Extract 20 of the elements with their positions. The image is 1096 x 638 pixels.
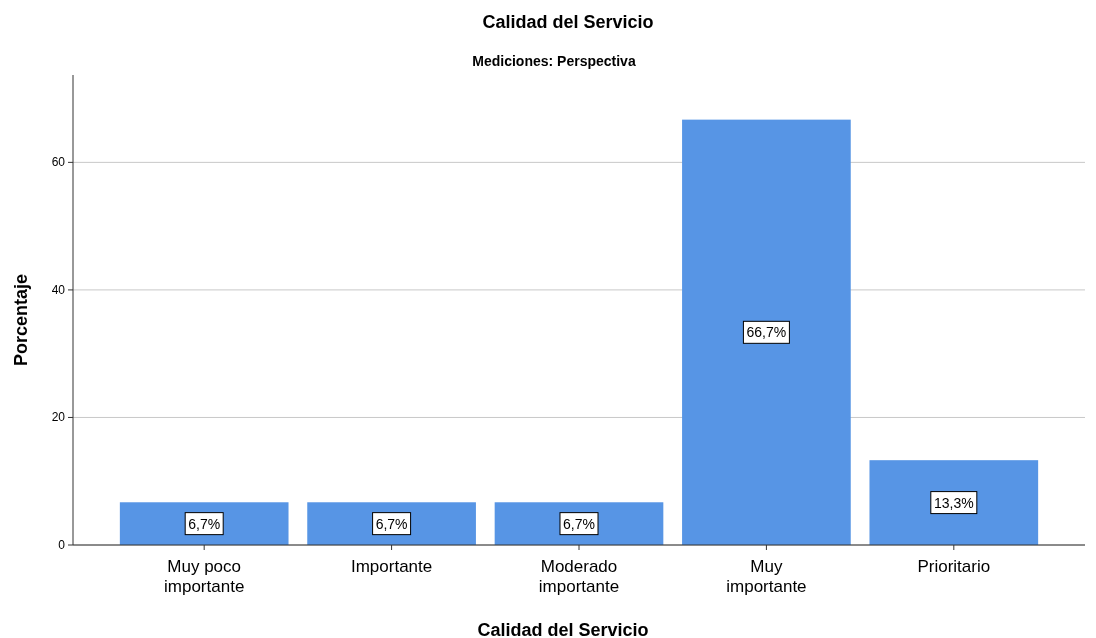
x-tick-label: Muy poco importante	[164, 557, 245, 596]
y-tick-label: 0	[58, 538, 66, 552]
y-tick-label: 60	[51, 155, 66, 170]
chart-title: Calidad del Servicio	[482, 12, 654, 32]
x-axis-title: Calidad del Servicio	[477, 620, 649, 638]
chart-subtitle: Mediciones: Perspectiva	[472, 53, 636, 69]
y-tick-label: 40	[51, 282, 66, 297]
bar	[682, 119, 851, 545]
data-label: 6,7%	[188, 515, 221, 532]
data-label: 6,7%	[563, 515, 595, 532]
y-axis-title: Porcentaje	[11, 273, 31, 367]
x-tick-label: Prioritario	[917, 557, 991, 576]
x-tick-label: Muy importante	[726, 557, 807, 596]
data-label: 6,7%	[375, 515, 408, 532]
data-label: 66,7%	[746, 324, 787, 341]
x-tick-label: Moderado importante	[538, 557, 620, 596]
x-tick-label: Importante	[350, 557, 433, 576]
data-label: 13,3%	[933, 494, 974, 511]
y-tick-label: 20	[51, 410, 66, 425]
bar	[869, 460, 1039, 545]
